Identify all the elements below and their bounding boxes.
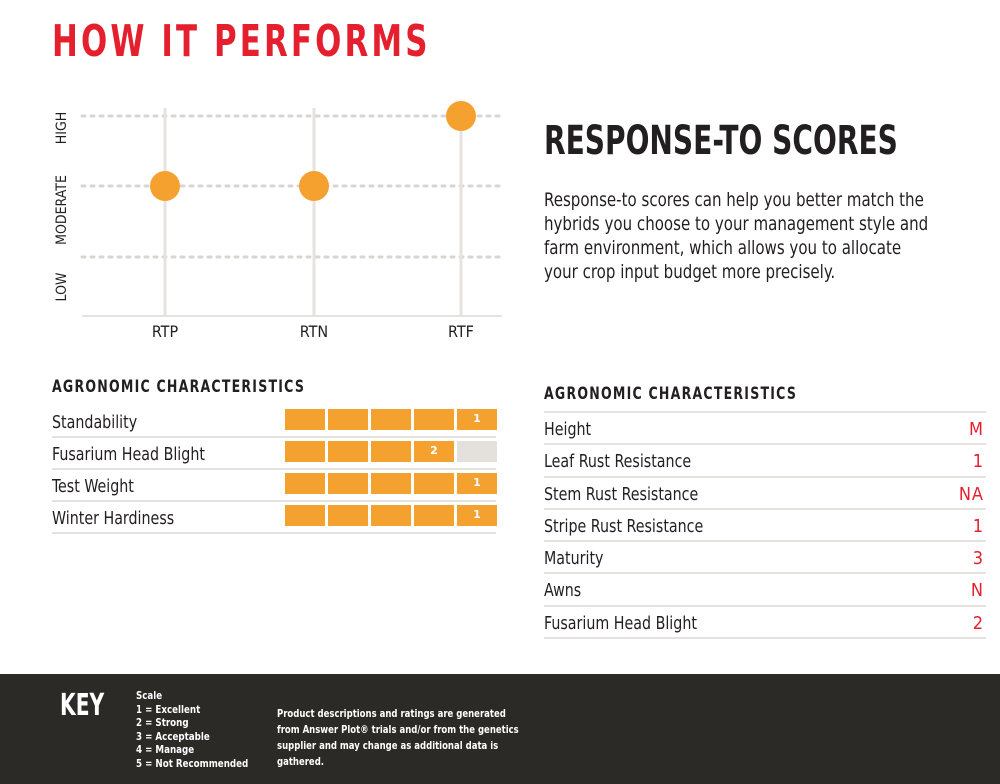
rating-row: Test Weight 1 — [52, 470, 497, 502]
characteristic-label: Stripe Rust Resistance — [544, 515, 704, 537]
agronomic-characteristics-table: Height M Leaf Rust Resistance 1 Stem Rust Re… — [544, 411, 986, 640]
x-tick-label: RTN — [300, 322, 328, 341]
rating-score: 1 — [473, 412, 481, 425]
rating-score: 1 — [473, 508, 481, 521]
key-scale-title: Scale — [136, 689, 163, 702]
characteristic-row: Awns N — [544, 574, 986, 607]
rating-score: 2 — [430, 444, 438, 457]
rating-label: Fusarium Head Blight — [52, 444, 205, 465]
rating-bar-segment-filled — [285, 473, 325, 494]
rating-bar: 2 — [285, 441, 500, 462]
characteristic-row: Maturity 3 — [544, 542, 986, 575]
characteristic-value: N — [970, 580, 984, 602]
key-scale-item: 4 = Manage — [136, 743, 195, 756]
characteristic-label: Height — [544, 419, 592, 440]
agronomic-ratings-table: Standability 1 Fusarium Head Blight 2 Test W… — [52, 406, 497, 534]
characteristic-label: Stem Rust Resistance — [544, 483, 699, 505]
y-tick-label: MODERATE — [54, 175, 70, 245]
y-tick-label: HIGH — [54, 112, 70, 144]
characteristic-value: 1 — [972, 451, 984, 473]
rating-bar-segment-filled — [414, 473, 454, 494]
characteristic-value: M — [969, 419, 984, 440]
rating-bar-segment-filled — [414, 409, 454, 430]
page-title: HOW IT PERFORMS — [52, 16, 431, 67]
characteristic-row: Leaf Rust Resistance 1 — [544, 445, 986, 478]
rating-row: Fusarium Head Blight 2 — [52, 438, 497, 470]
rating-bar-segment-filled — [328, 473, 368, 494]
rating-bar-segment-filled — [371, 409, 411, 430]
rating-bar-segment-filled — [328, 505, 368, 526]
key-scale-item: 5 = Not Recommended — [136, 756, 249, 770]
key-scale-item: 1 = Excellent — [136, 702, 201, 716]
rating-bar-segment-filled — [328, 441, 368, 462]
characteristic-row: Stripe Rust Resistance 1 — [544, 510, 986, 543]
characteristic-value: 3 — [972, 548, 984, 570]
characteristic-label: Maturity — [544, 548, 604, 570]
rating-bar-segment-empty — [457, 441, 497, 462]
agronomic-characteristics-title-right: AGRONOMIC CHARACTERISTICS — [544, 384, 798, 404]
key-disclaimer: Product descriptions and ratings are gen… — [277, 707, 519, 768]
data-point — [299, 171, 329, 201]
characteristic-label: Leaf Rust Resistance — [544, 451, 692, 473]
rating-bar-segment-filled: 2 — [414, 441, 454, 462]
y-tick-label: LOW — [54, 272, 70, 301]
key-scale-item: 2 = Strong — [136, 716, 189, 729]
rating-bar-segment-filled — [371, 473, 411, 494]
key-footer: KEY Scale 1 = Excellent 2 = Strong 3 = A… — [0, 674, 1000, 784]
rating-bar: 1 — [285, 409, 500, 430]
rating-score: 1 — [473, 476, 481, 489]
characteristic-row: Stem Rust Resistance NA — [544, 478, 986, 510]
x-tick-label: RTF — [448, 322, 474, 341]
response-to-description: Response-to scores can help you better m… — [544, 189, 929, 283]
characteristic-value: NA — [958, 483, 984, 505]
rating-bar-segment-filled — [328, 409, 368, 430]
rating-bar-segment-filled: 1 — [457, 473, 497, 494]
rating-bar-segment-filled — [285, 409, 325, 430]
characteristic-value: 2 — [972, 612, 984, 634]
characteristic-value: 1 — [972, 515, 984, 537]
characteristic-row: Fusarium Head Blight 2 — [544, 607, 986, 640]
rating-bar-segment-filled — [371, 505, 411, 526]
characteristic-label: Awns — [544, 580, 582, 602]
key-scale: Scale 1 = Excellent 2 = Strong 3 = Accep… — [136, 689, 264, 770]
data-point — [446, 101, 476, 131]
rating-label: Test Weight — [52, 476, 134, 497]
rating-bar-segment-filled — [414, 505, 454, 526]
key-scale-item: 3 = Acceptable — [136, 729, 210, 743]
rating-row: Standability 1 — [52, 406, 497, 438]
key-title: KEY — [60, 688, 105, 723]
rating-bar-segment-filled — [285, 505, 325, 526]
rating-bar-segment-filled — [371, 441, 411, 462]
rating-row: Winter Hardiness 1 — [52, 502, 497, 534]
rating-label: Winter Hardiness — [52, 508, 175, 529]
rating-bar-segment-filled: 1 — [457, 505, 497, 526]
data-point — [150, 171, 180, 201]
agronomic-characteristics-title-left: AGRONOMIC CHARACTERISTICS — [52, 377, 306, 397]
rating-bar-segment-filled: 1 — [457, 409, 497, 430]
rating-bar: 1 — [285, 473, 500, 494]
rating-bar-segment-filled — [285, 441, 325, 462]
rating-label: Standability — [52, 412, 138, 433]
response-to-scores-chart: LOW MODERATE HIGH RTP RTN RTF — [54, 101, 504, 341]
characteristic-label: Fusarium Head Blight — [544, 612, 697, 634]
response-to-heading: RESPONSE-TO SCORES — [544, 118, 898, 164]
characteristic-row: Height M — [544, 413, 986, 446]
rating-bar: 1 — [285, 505, 500, 526]
x-tick-label: RTP — [152, 322, 179, 341]
